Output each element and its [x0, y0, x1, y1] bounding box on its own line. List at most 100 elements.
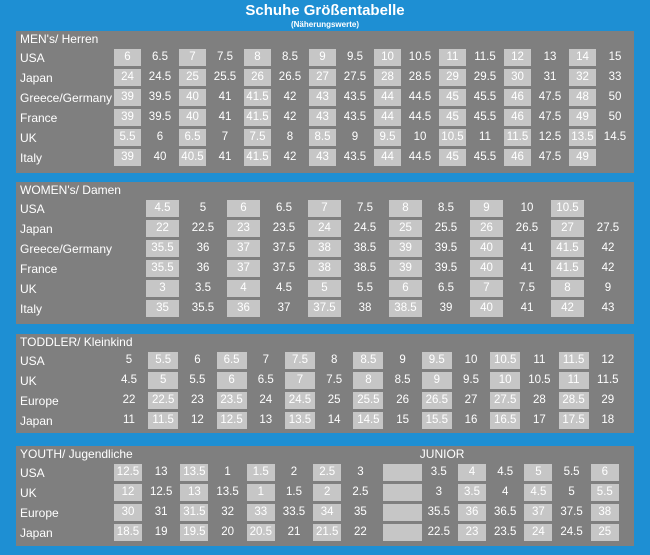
size-cell: 11 [558, 372, 589, 389]
table-row: USA 5 5.5 6 6.5 7 7.5 8 8.5 9 9.5 10 10.5 11 11.5 12 [16, 351, 634, 371]
size-cell: 42 [601, 242, 615, 254]
size-cell: 15.5 [421, 412, 452, 429]
size-cell: 33.5 [282, 506, 306, 518]
size-cell: 30 [504, 69, 531, 86]
size-cell: 39 [114, 149, 141, 166]
size-cell: 36 [196, 242, 210, 254]
size-cell: 8.5 [438, 202, 454, 214]
size-cell: 6.5 [152, 51, 168, 63]
size-cell: 8 [353, 372, 384, 389]
size-cell: 8.5 [282, 51, 298, 63]
size-cell: 39.5 [148, 111, 172, 123]
size-cell: 11 [479, 131, 491, 143]
row-label: UK [20, 131, 37, 145]
size-cell: 40 [470, 260, 503, 277]
table-row: Japan 22 22.5 23 23.5 24 24.5 25 25.5 26 26.5 27 27.… [16, 219, 634, 239]
size-cell: 28 [374, 69, 401, 86]
size-cell: 24.5 [285, 392, 315, 409]
size-cell: 15 [396, 414, 409, 426]
row-label: USA [20, 202, 45, 216]
size-cell: 28.5 [408, 71, 432, 83]
size-cell: 21.5 [313, 524, 342, 541]
size-cell: 41.5 [244, 109, 271, 126]
size-cell: 28 [532, 394, 546, 406]
size-cell: 41.5 [244, 149, 271, 166]
size-cell: 10 [374, 49, 401, 66]
women-section-title: WOMEN's/ Damen [20, 183, 121, 197]
size-cell: 27 [551, 220, 584, 237]
size-cell: 2 [290, 466, 298, 478]
row-label: UK [20, 374, 37, 388]
size-cell: 9 [399, 354, 406, 366]
separator-cell [382, 524, 422, 541]
size-cell: 33 [608, 71, 622, 83]
size-cell: 40.5 [179, 149, 206, 166]
size-cell: 12.5 [149, 486, 173, 498]
table-row: USA 6 6.5 7 7.5 8 8.5 9 9.5 10 10.5 11 11.5 12 13 14 15 [16, 48, 634, 68]
women-size-table: WOMEN's/ Damen USA 4.5 5 6 6.5 7 7.5 8 8.5 9 10 10.5… [16, 182, 634, 324]
row-label: Europe [20, 506, 59, 520]
size-cell: 23 [458, 524, 486, 541]
size-cell: 4.5 [524, 484, 553, 501]
table-row: UK 5.5 6 6.5 7 7.5 8 8.5 9 9.5 10 10.5 11 11.5 12.5 13.… [16, 128, 634, 148]
size-cell: 31.5 [180, 504, 209, 521]
size-cell: 10.5 [551, 200, 584, 217]
size-cell: 41.5 [551, 260, 584, 277]
size-cell: 9 [309, 49, 336, 66]
size-cell: 8 [330, 354, 338, 366]
size-cell: 6.5 [216, 352, 247, 369]
size-cell: 6 [156, 131, 164, 143]
size-cell: 45 [439, 89, 466, 106]
size-cell: 27 [464, 394, 478, 406]
size-cell: 11 [123, 414, 135, 426]
size-cell: 24 [114, 69, 141, 86]
size-cell: 10 [413, 131, 427, 143]
size-cell: 14.5 [603, 131, 627, 143]
size-cell: 41 [218, 91, 232, 103]
size-cell: 6 [194, 354, 201, 366]
size-cell: 23.5 [493, 526, 517, 538]
table-row: Europe 30 31 31.5 32 33 33.5 34 35 35.5 36 36.5 37 37… [16, 503, 634, 523]
size-cell: 2.5 [352, 486, 369, 498]
size-cell: 7.5 [217, 51, 233, 63]
row-label: UK [20, 282, 37, 296]
size-cell: 5 [125, 354, 133, 366]
table-row: Japan 18.5 19 19.5 20 20.5 21 21.5 22 22.5 23 23.5 2… [16, 523, 634, 543]
size-cell: 22 [353, 526, 367, 538]
size-cell: 40 [153, 151, 167, 163]
size-cell: 27 [309, 69, 336, 86]
size-cell: 38.5 [353, 262, 377, 274]
row-label: Japan [20, 222, 53, 236]
size-cell: 8 [244, 49, 271, 66]
size-cell: 27.5 [490, 392, 521, 409]
size-cell: 35.5 [427, 506, 450, 518]
size-cell: 26 [244, 69, 271, 86]
size-cell: 26.5 [278, 71, 302, 83]
size-cell: 10 [520, 202, 534, 214]
row-label: UK [20, 486, 37, 500]
size-cell: 11 [533, 354, 546, 366]
size-cell: 35 [353, 506, 367, 518]
size-cell: 24 [524, 524, 553, 541]
size-cell: 5 [524, 464, 553, 481]
table-row: UK 3 3.5 4 4.5 5 5.5 6 6.5 7 7.5 8 9 [16, 279, 634, 299]
size-cell: 26.5 [515, 222, 539, 234]
size-cell: 41.5 [244, 89, 271, 106]
size-cell: 5 [308, 280, 341, 297]
size-cell: 40 [470, 300, 503, 317]
table-row: Italy 39 40 40.5 41 41.5 42 43 43.5 44 44.5 45 45.5 4… [16, 148, 634, 168]
size-cell: 45 [439, 149, 466, 166]
size-cell: 40 [470, 240, 503, 257]
row-label: Greece/Germany [20, 242, 113, 256]
size-cell: 45.5 [473, 111, 497, 123]
table-row: Japan 24 24.5 25 25.5 26 26.5 27 27.5 28 28.5 29 29.… [16, 68, 634, 88]
size-cell: 27.5 [343, 71, 367, 83]
size-cell: 49 [569, 109, 596, 126]
size-cell: 43 [309, 109, 336, 126]
size-cell: 28.5 [558, 392, 589, 409]
size-cell: 6.5 [179, 129, 206, 146]
size-cell: 20.5 [246, 524, 275, 541]
size-cell: 41 [520, 242, 534, 254]
size-cell: 7.5 [519, 282, 535, 294]
toddler-size-table: TODDLER/ Kleinkind USA 5 5.5 6 6.5 7 7.5 8 8.5 9 9.… [16, 334, 634, 433]
